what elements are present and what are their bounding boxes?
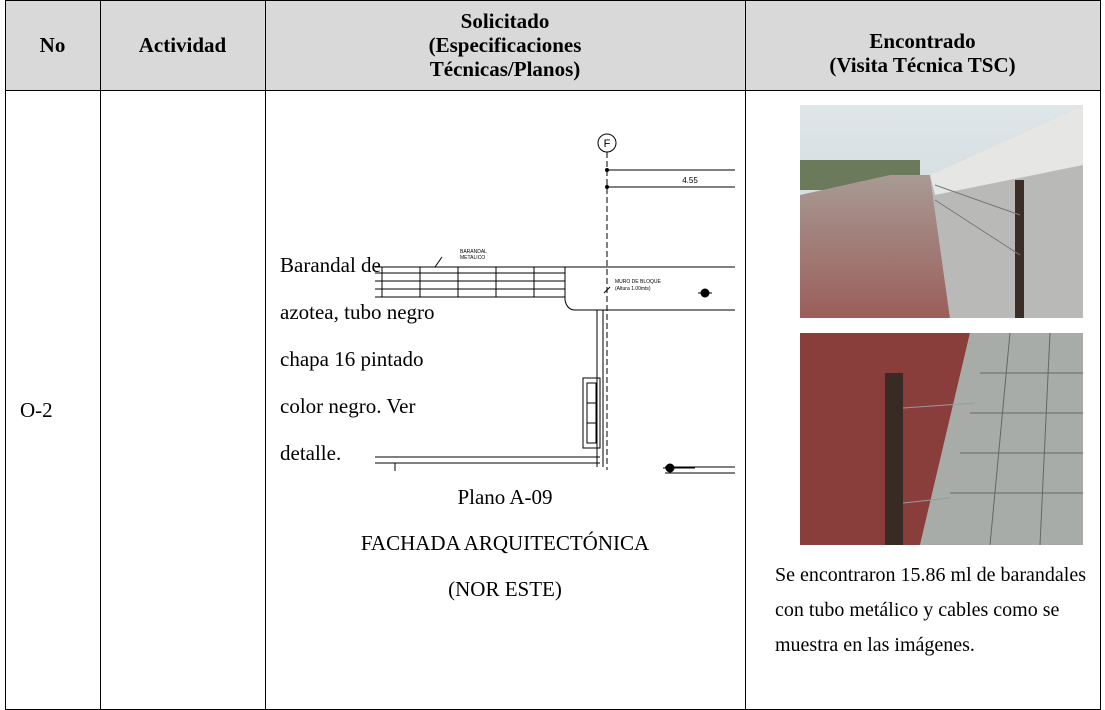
caption-line: Plano A-09 [457,485,553,509]
activity-text: Barandal de azotea, tubo negro chapa 16 … [280,253,435,465]
header-text: (Visita Técnica TSC) [829,53,1016,77]
header-cell: Encontrado (Visita Técnica TSC) [745,8,1100,98]
header-cell: No [5,0,100,90]
border [5,0,6,710]
drawing-label: METALICO [460,255,485,261]
border [5,0,1101,1]
photo [800,105,1083,318]
header-cell: Actividad [100,0,265,90]
border [5,90,1101,91]
drawing-label: (Altura 1.00mts) [615,286,651,292]
border [265,0,266,710]
caption-line: FACHADA ARQUITECTÓNICA (NOR ESTE) [360,531,650,601]
header-text: Técnicas/Planos) [429,57,581,81]
row-number: O-2 [20,398,53,422]
grid-label: F [604,138,611,150]
border [1100,0,1101,710]
drawing-label: MURO DE BLOQUE [615,279,662,285]
dimension: 4.55 [682,176,698,185]
header-text: Solicitado [460,9,550,33]
header-text: (Especificaciones [428,33,582,57]
header-cell: Solicitado (Especificaciones Técnicas/Pl… [265,0,745,90]
photo [800,333,1083,545]
plan-drawing: F 4.55 BARANDAL METALICO MURO DE BLOQUE … [375,133,735,474]
found-text: Se encontraron 15.86 ml de barandales co… [775,564,1087,656]
drawing-label: BARANDAL [460,249,487,255]
header-text: No [39,33,66,57]
border [100,0,101,710]
header-text: Encontrado [869,29,976,53]
header-text: Actividad [138,33,227,57]
border [745,0,746,710]
caption: Plano A-09 FACHADA ARQUITECTÓNICA (NOR E… [355,474,655,612]
header-band [5,0,1100,90]
